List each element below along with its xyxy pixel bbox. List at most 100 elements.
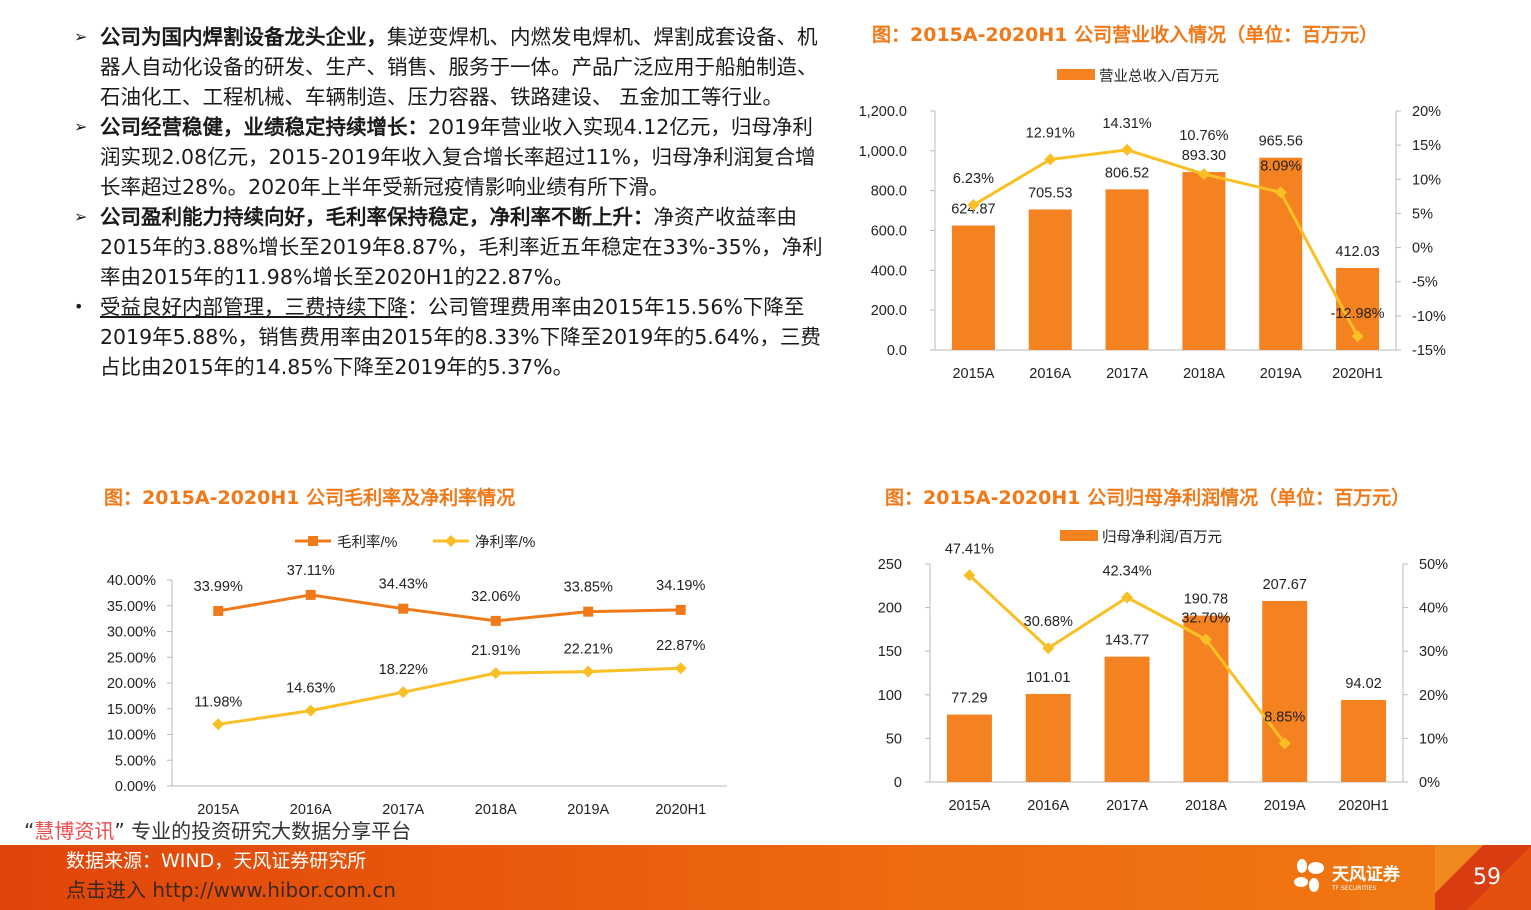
margin-line-marker [489,667,502,680]
revenue-line-label: 12.91% [1026,125,1075,141]
profit-line-marker [1278,737,1291,750]
revenue-line-marker [967,199,980,212]
margin-x-tick-label: 2016A [290,802,332,818]
margin-line [217,593,681,623]
bullet-leader: ➢ 公司为国内焊割设备龙头企业，集逆变焊机、内燃发电焊机、焊割成套设备、机器人自动… [74,22,824,112]
bullet-marker: • [74,297,84,316]
profit-line-marker [963,569,976,582]
profit-bar-label: 143.77 [1105,633,1149,649]
profit-bar-label: 190.78 [1184,592,1228,608]
revenue-line-marker [1274,186,1287,199]
profit-right-tick-label: 30% [1419,644,1448,660]
source-note: 数据来源：WIND，天风证券研究所 [66,850,367,872]
revenue-x-tick-label: 2019A [1260,366,1302,382]
bullet-heading: 公司为国内焊割设备龙头企业， [100,25,387,49]
profit-legend-label: 归母净利润/百万元 [1102,529,1222,546]
revenue-right-tick-label: 5% [1412,206,1433,222]
margin-line-label: 34.43% [379,577,428,593]
margin-line-label: 18.22% [379,662,428,678]
bullet-marker: ➢ [74,27,88,46]
revenue-chart-title: 图：2015A-2020H1 公司营业收入情况（单位：百万元） [872,24,1379,46]
profit-left-tick-label: 100 [878,688,902,704]
margin-x-tick-label: 2019A [567,802,609,818]
watermark-link[interactable]: 点击进入 http://www.hibor.com.cn [66,878,396,902]
margin-line-marker [304,704,317,717]
revenue-bar-label: 893.30 [1182,148,1226,164]
bullet-heading: 公司盈利能力持续向好，毛利率保持稳定，净利率不断上升： [100,205,654,229]
revenue-bar [951,225,995,350]
revenue-bar [1182,172,1226,350]
revenue-line-label: 8.09% [1260,158,1301,174]
profit-right-tick-label: 10% [1419,731,1448,747]
margin-left-tick-label: 30.00% [107,625,156,641]
margin-legend-marker [445,535,457,547]
margin-line-marker [490,615,501,626]
logo-name: 天风证券 [1332,865,1400,885]
profit-chart-title: 图：2015A-2020H1 公司归母净利润情况（单位：百万元） [885,487,1411,509]
flower-logo-icon [1294,859,1324,892]
revenue-bar-label: 412.03 [1335,244,1379,260]
profit-bar [1341,700,1387,782]
page-number: 59 [1473,865,1501,890]
profit-bar [1104,656,1150,782]
revenue-x-tick-label: 2016A [1029,366,1071,382]
profit-bar [946,714,992,782]
margin-left-tick-label: 5.00% [115,753,156,769]
margin-line-marker [675,604,686,615]
profit-line-label: 8.85% [1264,709,1305,725]
margin-legend-marker [308,536,318,546]
margin-line-label: 32.06% [471,589,520,605]
revenue-bar-label: 965.56 [1259,134,1303,150]
tf-securities-logo: 天风证券 TF SECURITIES [1292,858,1400,894]
revenue-line-label: 10.76% [1179,128,1228,144]
revenue-x-tick-label: 2020H1 [1332,366,1383,382]
margin-left-tick-label: 15.00% [107,702,156,718]
revenue-bar-label: 705.53 [1028,185,1072,201]
profit-x-tick-label: 2017A [1106,798,1148,814]
margin-chart-title: 图：2015A-2020H1 公司毛利率及净利率情况 [104,487,516,509]
revenue-line-marker [1121,143,1134,156]
margin-line-marker [305,589,316,600]
profit-x-tick-label: 2018A [1185,798,1227,814]
profit-line-label: 30.68% [1024,614,1073,630]
bullet-text: 2019年营业收入实现4.12亿元，归母净利润实现2.08亿元，2015-201… [100,115,816,199]
revenue-left-tick-label: 1,200.0 [859,104,907,120]
revenue-legend-label: 营业总收入/百万元 [1099,68,1219,85]
bullet-heading: 公司经营稳健，业绩稳定持续增长： [100,115,428,139]
revenue-left-tick-label: 200.0 [871,303,907,319]
bullet-heading: 受益良好内部管理，三费持续下降 [100,295,408,319]
profit-line-marker [1199,633,1212,646]
revenue-right-tick-label: 0% [1412,241,1433,257]
profit-right-tick-label: 50% [1419,557,1448,573]
margin-legend-label: 毛利率/% [337,534,398,551]
charts-canvas: 0.0 200.0 400.0 600.0 800.0 1,000.0 1,200.0 -15… [107,68,1448,818]
margin-x-tick-label: 2017A [382,802,424,818]
margin-left-tick-label: 10.00% [107,728,156,744]
profit-x-tick-label: 2016A [1027,798,1069,814]
profit-line-label: 42.34% [1102,563,1151,579]
margin-x-tick-label: 2020H1 [655,802,706,818]
revenue-line-label: 6.23% [953,171,994,187]
profit-bar-label: 77.29 [951,691,987,707]
revenue-line-marker [1197,168,1210,181]
profit-left-tick-label: 250 [878,557,902,573]
revenue-right-tick-label: 10% [1412,172,1441,188]
profit-line-label: 32.70% [1181,611,1230,627]
watermark-brand: 慧博资讯 [34,819,115,843]
margin-legend-label: 净利率/% [475,534,536,551]
bullet-profitability: ➢ 公司盈利能力持续向好，毛利率保持稳定，净利率不断上升：净资产收益率由2015年… [74,202,824,292]
profit-bar [1262,600,1308,782]
watermark-tagline-text: 专业的投资研究大数据分享平台 [131,819,412,843]
revenue-x-tick-label: 2015A [952,366,994,382]
revenue-x-tick-label: 2017A [1106,366,1148,382]
revenue-bar [1105,189,1149,350]
watermark-tagline: “慧博资讯” 专业的投资研究大数据分享平台 [24,819,412,843]
margin-left-tick-label: 40.00% [107,573,156,589]
revenue-line-label: -12.98% [1331,306,1385,322]
revenue-line-label: 14.31% [1102,116,1151,132]
profit-left-tick-label: 200 [878,601,902,617]
margin-left-tick-label: 25.00% [107,650,156,666]
revenue-right-tick-label: -5% [1412,275,1438,291]
revenue-right-tick-label: 15% [1412,138,1441,154]
footer-bar [0,845,1531,910]
